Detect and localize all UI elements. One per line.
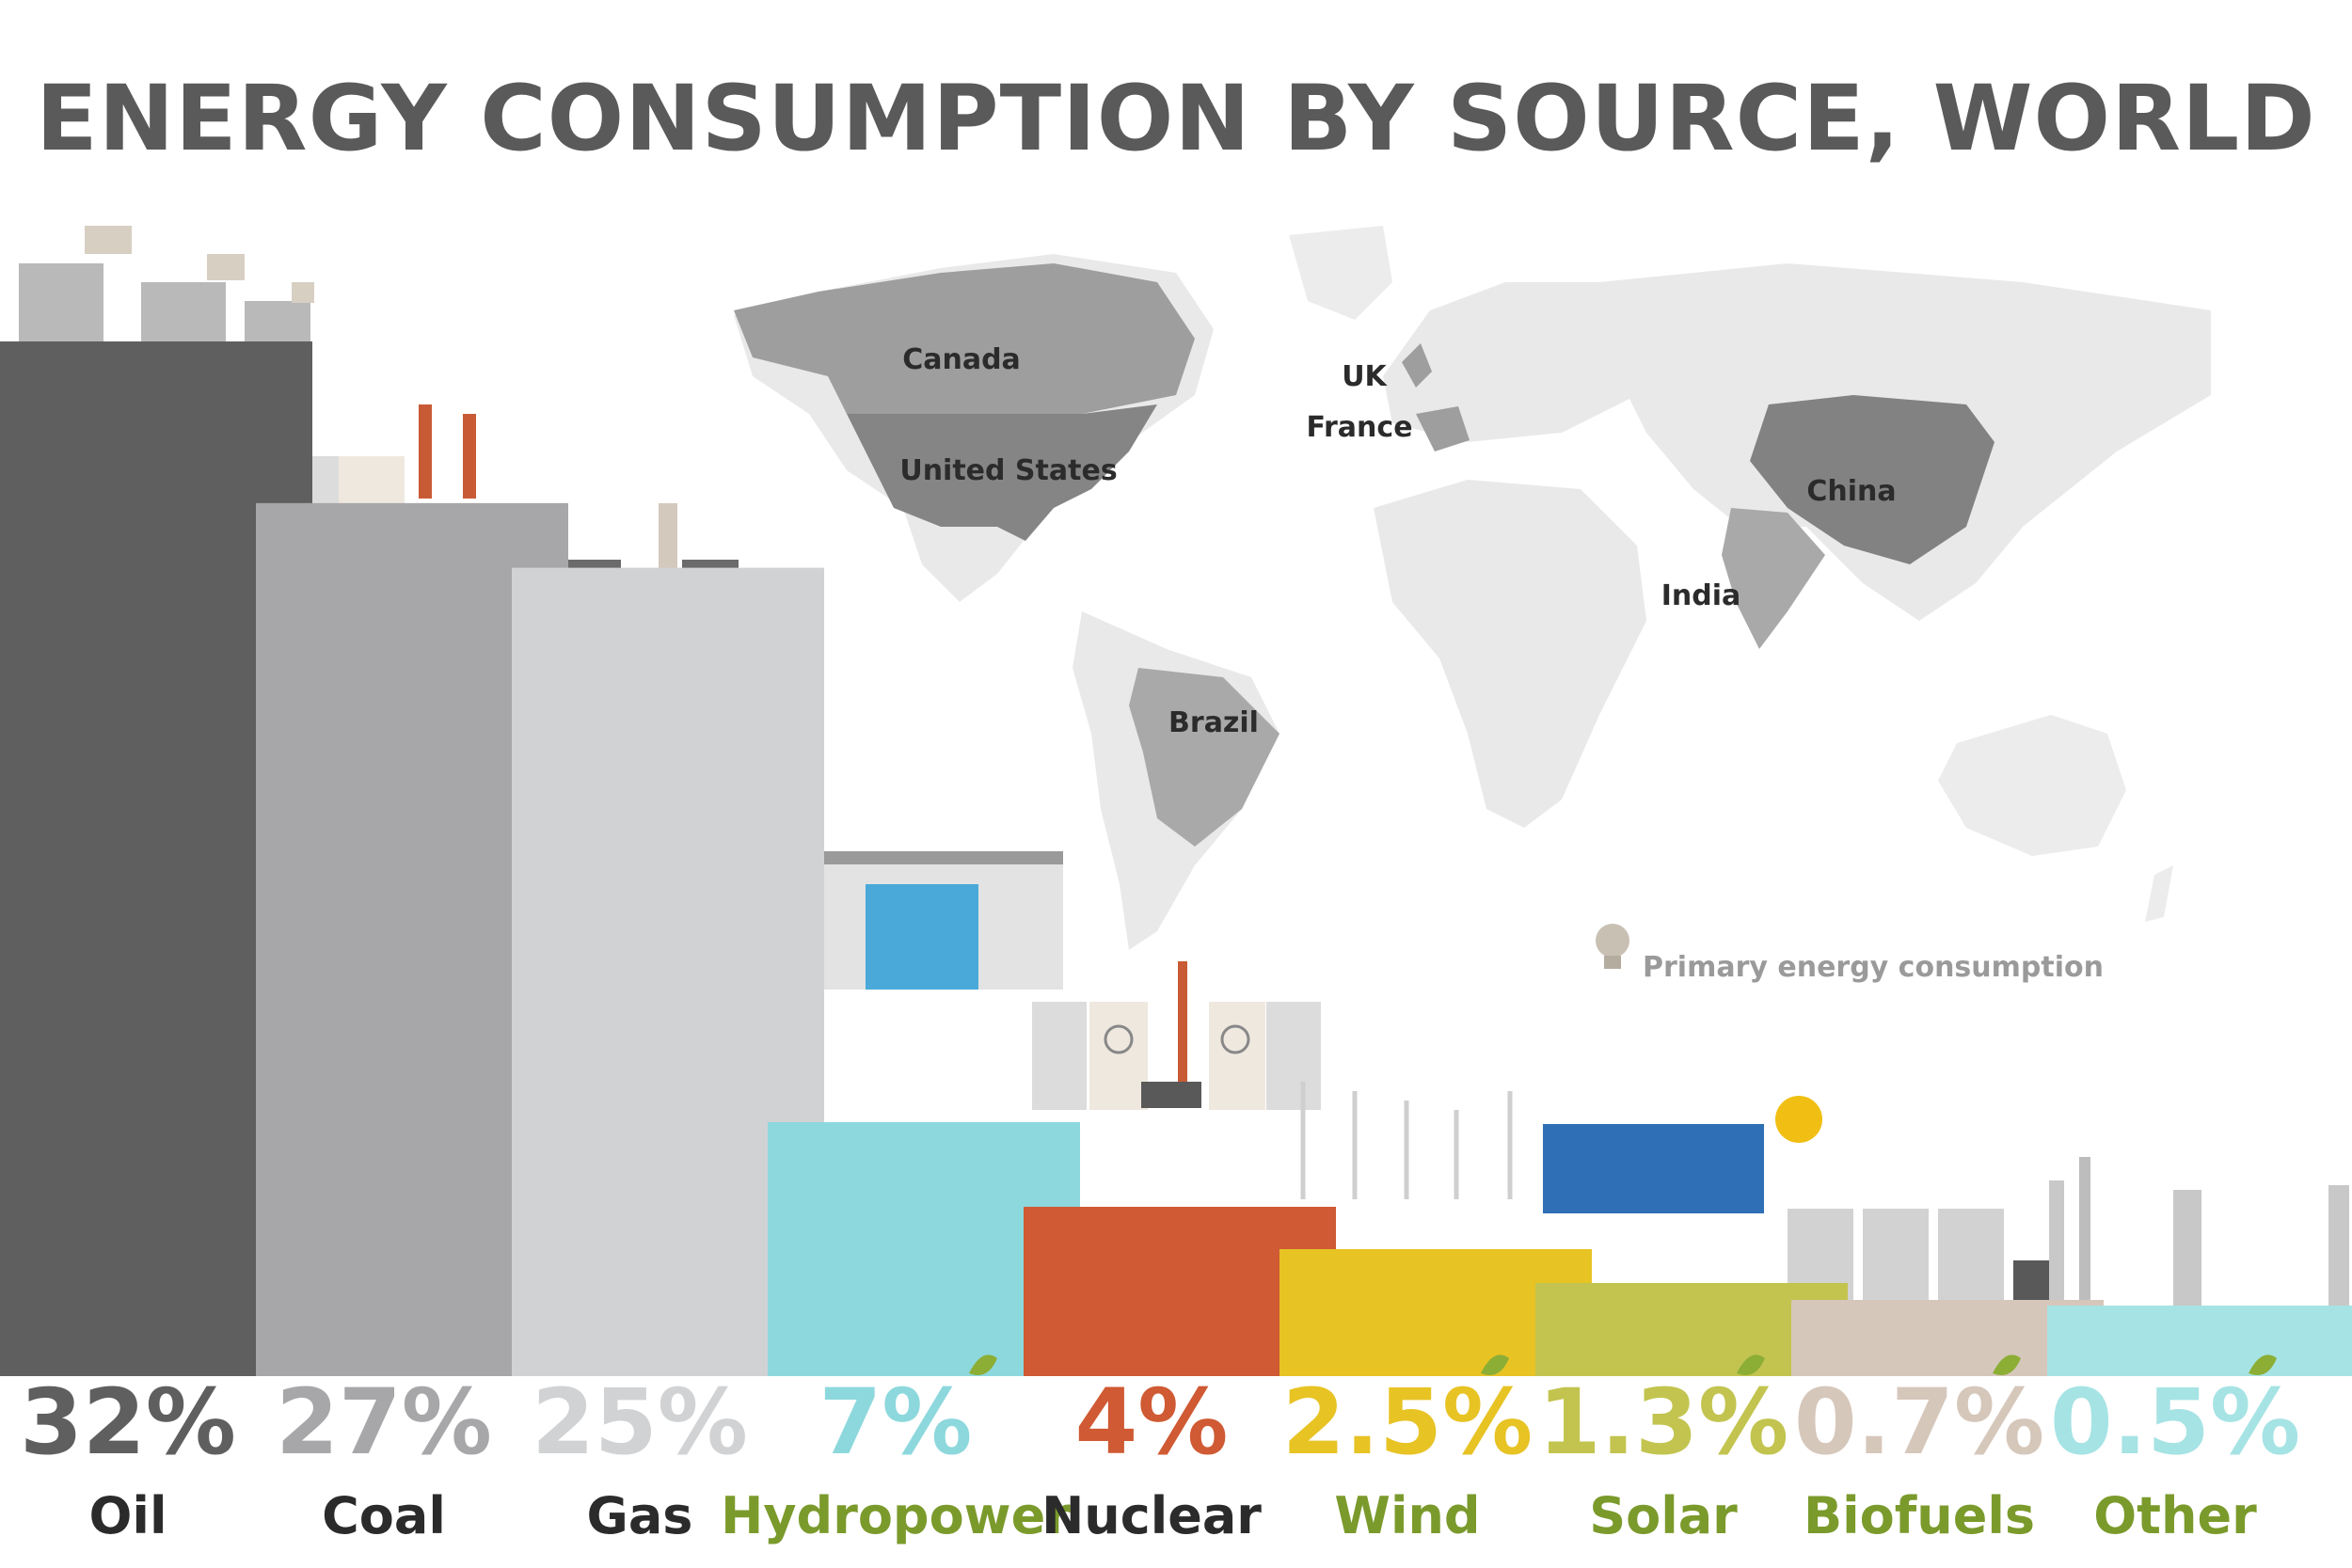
- leaf-icon: [1993, 1354, 2021, 1375]
- map-label-canada: Canada: [902, 343, 1021, 376]
- continent-africa: [1374, 480, 1646, 828]
- nuclear-plant-icon: [1032, 961, 1321, 1110]
- value-label-gas: 25%: [532, 1370, 748, 1475]
- leaf-icon: [2249, 1354, 2277, 1375]
- bar-other: [2047, 1306, 2352, 1376]
- value-label-nuclear: 4%: [1075, 1370, 1229, 1475]
- country-brazil: [1129, 668, 1279, 847]
- leaf-icon: [969, 1354, 997, 1375]
- wind-turbine-icon: [1300, 1082, 1513, 1199]
- value-labels-group: 32% 27% 25% 7% 4% 2.5% 1.3% 0.7% 0.5%: [20, 1354, 2300, 1475]
- category-label-biofuels: Biofuels: [1804, 1486, 2035, 1545]
- country-canada: [734, 263, 1195, 414]
- country-france: [1416, 406, 1470, 451]
- value-label-other: 0.5%: [2050, 1370, 2300, 1475]
- map-label-india: India: [1661, 579, 1741, 612]
- country-united-states: [847, 404, 1157, 541]
- legend-label: Primary energy consumption: [1643, 951, 2104, 984]
- value-label-biofuels: 0.7%: [1794, 1370, 2044, 1475]
- category-label-coal: Coal: [322, 1486, 446, 1545]
- chart-title: ENERGY CONSUMPTION BY SOURCE, WORLD: [36, 66, 2316, 171]
- category-label-other: Other: [2093, 1486, 2257, 1545]
- country-china: [1750, 395, 1994, 564]
- country-uk: [1402, 343, 1432, 388]
- country-india: [1722, 508, 1825, 649]
- category-label-nuclear: Nuclear: [1041, 1486, 1262, 1545]
- category-label-wind: Wind: [1334, 1486, 1480, 1545]
- category-label-solar: Solar: [1589, 1486, 1738, 1545]
- value-label-hydropower: 7%: [819, 1370, 973, 1475]
- continent-europe: [1383, 282, 1656, 442]
- category-label-gas: Gas: [587, 1486, 693, 1545]
- lightbulb-icon: [1596, 924, 1629, 969]
- map-label-france: France: [1306, 411, 1412, 444]
- island-new-zealand: [2145, 865, 2173, 922]
- continent-australia: [1938, 715, 2126, 856]
- oil-pumpjack-icon: [19, 226, 314, 348]
- world-map: Canada United States UK France China Ind…: [734, 226, 2211, 950]
- value-label-coal: 27%: [276, 1370, 492, 1475]
- category-label-hydropower: Hydropower: [721, 1486, 1071, 1545]
- leaf-icon: [1737, 1354, 1765, 1375]
- map-label-china: China: [1806, 475, 1896, 508]
- hydro-dam-icon: [781, 851, 1063, 990]
- map-label-uk: UK: [1342, 360, 1388, 393]
- continent-greenland: [1289, 226, 1392, 320]
- solar-panel-icon: [1543, 1096, 1822, 1213]
- legend: Primary energy consumption: [1596, 924, 2104, 984]
- value-label-solar: 1.3%: [1538, 1370, 1788, 1475]
- leaf-icon: [1481, 1354, 1509, 1375]
- value-label-oil: 32%: [20, 1370, 236, 1475]
- value-label-wind: 2.5%: [1282, 1370, 1533, 1475]
- map-label-united-states: United States: [899, 454, 1117, 487]
- category-label-oil: Oil: [89, 1486, 167, 1545]
- bars-group: [0, 341, 2352, 1376]
- map-label-brazil: Brazil: [1168, 706, 1259, 739]
